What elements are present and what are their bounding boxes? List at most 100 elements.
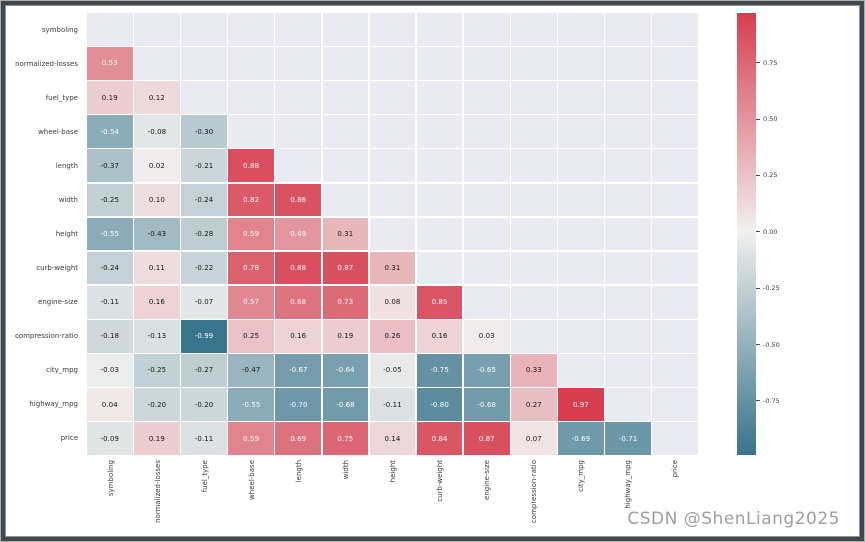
heatmap-cell-masked bbox=[463, 115, 510, 148]
heatmap-cell: 0.12 bbox=[134, 81, 180, 114]
heatmap-cell-masked bbox=[511, 115, 557, 148]
heatmap-cell-masked bbox=[181, 47, 227, 80]
heatmap-cell: 0.75 bbox=[322, 422, 369, 455]
heatmap-cell: -0.68 bbox=[322, 388, 369, 421]
heatmap-cell: -0.55 bbox=[228, 388, 274, 421]
heatmap-cell-masked bbox=[605, 183, 651, 217]
heatmap-cell: -0.05 bbox=[369, 354, 416, 387]
row-label: curb-weight bbox=[36, 264, 78, 272]
heatmap-cell: -0.25 bbox=[134, 354, 180, 387]
heatmap-cell-masked bbox=[511, 285, 557, 319]
heatmap-cell: -0.65 bbox=[463, 354, 510, 387]
heatmap-cell: -0.43 bbox=[134, 217, 180, 251]
heatmap-cell: 0.78 bbox=[228, 251, 274, 285]
heatmap-cell-masked bbox=[134, 13, 180, 46]
heatmap-cell: 0.10 bbox=[134, 183, 180, 217]
x-axis-labels: symboling normalized-losses fuel_type wheel… bbox=[87, 460, 698, 538]
heatmap-cell-masked bbox=[416, 115, 463, 148]
heatmap-cell: -0.24 bbox=[87, 251, 133, 285]
heatmap-cell-masked bbox=[416, 13, 463, 46]
heatmap-cell-masked bbox=[605, 285, 651, 319]
heatmap-cell-masked bbox=[322, 13, 369, 46]
heatmap-cell: -0.67 bbox=[275, 354, 322, 387]
colorbar-tick: 0.00 bbox=[756, 228, 777, 236]
col-label: wheel-base bbox=[247, 460, 256, 500]
heatmap-cell-masked bbox=[511, 183, 557, 217]
tick-mark-icon bbox=[756, 287, 760, 289]
heatmap-cell: 0.59 bbox=[228, 217, 274, 251]
heatmap-cell: -0.28 bbox=[181, 217, 227, 251]
heatmap-cell-masked bbox=[558, 115, 604, 148]
heatmap-cell: -0.11 bbox=[369, 388, 416, 421]
correlation-heatmap: 0.53 0.19 0.12 -0.54 -0.08 -0.30 -0.37 0.02 -0.2… bbox=[87, 13, 698, 455]
heatmap-cell: 0.57 bbox=[228, 285, 274, 319]
heatmap-cell-masked bbox=[228, 115, 274, 148]
heatmap-cell-masked bbox=[558, 183, 604, 217]
tick-label: -0.25 bbox=[763, 284, 780, 293]
heatmap-cell: -0.13 bbox=[134, 320, 180, 353]
heatmap-cell-masked bbox=[558, 354, 604, 387]
heatmap-cell-masked bbox=[416, 47, 463, 80]
colorbar-tick: 0.25 bbox=[756, 171, 777, 179]
tick-mark-icon bbox=[756, 62, 760, 64]
heatmap-cell: 0.26 bbox=[369, 320, 416, 353]
heatmap-cell-masked bbox=[322, 183, 369, 217]
heatmap-cell-masked bbox=[605, 217, 651, 251]
heatmap-cell-masked bbox=[369, 47, 416, 80]
heatmap-cell-masked bbox=[558, 149, 604, 183]
heatmap-cell: 0.14 bbox=[369, 422, 416, 455]
heatmap-cell: 0.27 bbox=[511, 388, 557, 421]
tick-mark-icon bbox=[756, 400, 760, 402]
col-label: length bbox=[294, 460, 303, 483]
heatmap-cell-masked bbox=[463, 183, 510, 217]
tick-label: 0.25 bbox=[763, 171, 778, 180]
heatmap-cell-masked bbox=[369, 115, 416, 148]
heatmap-cell: -0.55 bbox=[87, 217, 133, 251]
heatmap-cell-masked bbox=[605, 115, 651, 148]
heatmap-cell-masked bbox=[652, 81, 698, 114]
heatmap-cell: 0.19 bbox=[87, 81, 133, 114]
heatmap-cell: 0.82 bbox=[228, 183, 274, 217]
heatmap-cell-masked bbox=[463, 251, 510, 285]
heatmap-cell: -0.70 bbox=[275, 388, 322, 421]
row-label: wheel-base bbox=[38, 128, 78, 136]
heatmap-cell: -0.80 bbox=[416, 388, 463, 421]
heatmap-cell: -0.03 bbox=[87, 354, 133, 387]
heatmap-cell-masked bbox=[558, 81, 604, 114]
row-label: width bbox=[58, 196, 78, 204]
heatmap-cell: -0.64 bbox=[322, 354, 369, 387]
heatmap-cell-masked bbox=[322, 149, 369, 183]
heatmap-cell-masked bbox=[652, 115, 698, 148]
col-label: normalized-losses bbox=[153, 460, 162, 523]
heatmap-cell-masked bbox=[652, 285, 698, 319]
heatmap-cell: 0.73 bbox=[322, 285, 369, 319]
heatmap-cell-masked bbox=[463, 47, 510, 80]
watermark: CSDN @ShenLiang2025 bbox=[627, 509, 840, 529]
heatmap-cell: 0.88 bbox=[228, 149, 274, 183]
heatmap-cell-masked bbox=[369, 149, 416, 183]
colorbar-tick: 0.75 bbox=[756, 59, 777, 67]
row-label: price bbox=[60, 434, 78, 442]
heatmap-cell: -0.11 bbox=[87, 285, 133, 319]
heatmap-cell-masked bbox=[652, 422, 698, 455]
col-label: city_mpg bbox=[576, 460, 585, 492]
row-label: highway_mpg bbox=[29, 400, 78, 408]
heatmap-cell: -0.68 bbox=[463, 388, 510, 421]
heatmap-cell: -0.69 bbox=[558, 422, 604, 455]
heatmap-cell-masked bbox=[416, 217, 463, 251]
heatmap-cell-masked bbox=[605, 388, 651, 421]
col-label: engine-size bbox=[482, 460, 491, 500]
heatmap-cell-masked bbox=[558, 47, 604, 80]
heatmap-cell-masked bbox=[275, 81, 322, 114]
heatmap-cell-masked bbox=[322, 47, 369, 80]
tick-mark-icon bbox=[756, 344, 760, 345]
heatmap-cell: -0.24 bbox=[181, 183, 227, 217]
heatmap-cell: 0.08 bbox=[369, 285, 416, 319]
heatmap-cell: 0.97 bbox=[558, 388, 604, 421]
heatmap-cell-masked bbox=[511, 149, 557, 183]
heatmap-cell-masked bbox=[652, 320, 698, 353]
heatmap-cell-masked bbox=[511, 81, 557, 114]
colorbar-tick: -0.75 bbox=[756, 397, 780, 405]
heatmap-cell: -0.25 bbox=[87, 183, 133, 217]
